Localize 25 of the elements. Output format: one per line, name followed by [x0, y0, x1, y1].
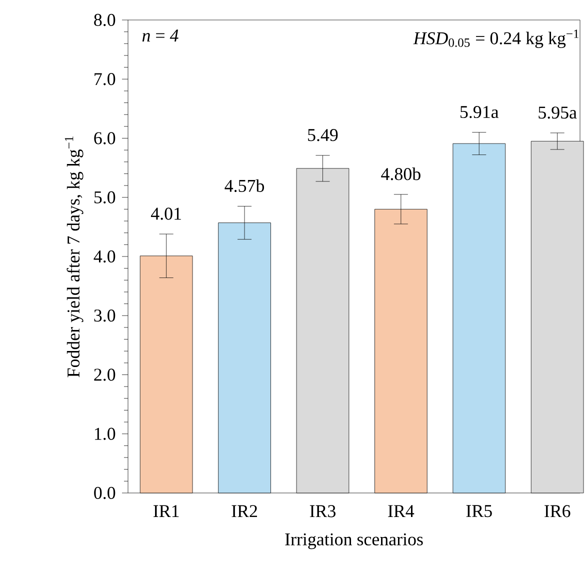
x-tick-label: IR3: [310, 505, 336, 518]
annotation: n = 4: [142, 30, 178, 42]
data-label: 5.49: [308, 129, 338, 142]
annotation: HSD$_{0.05}$ = 0.24 kg kg$^{−1}$: [413, 30, 579, 48]
x-axis-title: Irrigation scenarios: [285, 533, 423, 550]
y-tick-label: 7.0: [94, 73, 116, 86]
data-label: 4.80b: [381, 168, 420, 180]
x-tick-label: IR5: [466, 505, 492, 518]
y-tick-label: 4.0: [94, 250, 116, 263]
y-tick-label: 2.0: [94, 368, 116, 381]
data-label: 5.95a: [538, 106, 577, 119]
data-label: 5.91a: [460, 106, 499, 118]
x-tick-label: IR4: [388, 505, 414, 517]
x-tick-label: IR1: [154, 505, 179, 517]
data-label: 4.57b: [224, 179, 264, 192]
y-tick-label: 6.0: [94, 132, 116, 144]
y-tick-label: 3.0: [94, 310, 116, 322]
y-tick-label: 0.0: [94, 486, 116, 500]
y-tick-label: 8.0: [94, 14, 116, 26]
data-label: 4.01: [150, 208, 181, 220]
y-axis-title: Fodder yield after 7 days, kg kg$^{−1}$: [64, 136, 84, 378]
y-tick-label: 1.0: [94, 428, 116, 440]
y-tick-label: 5.0: [94, 191, 116, 204]
x-tick-label: IR2: [232, 505, 257, 518]
x-tick-label: IR6: [544, 505, 570, 518]
